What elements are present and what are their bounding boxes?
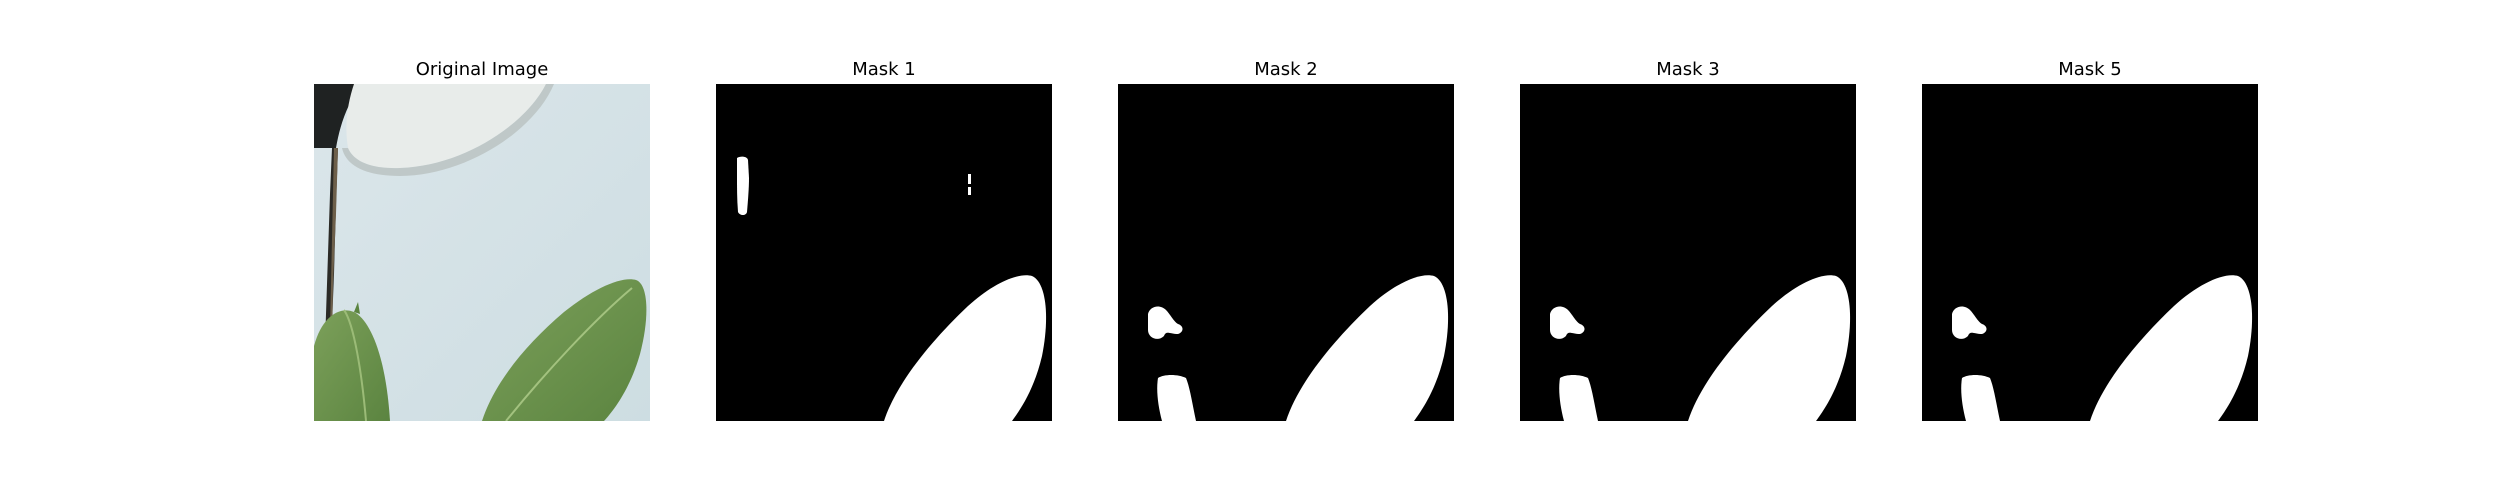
panel-title-mask-3: Mask 3 (1656, 59, 1720, 80)
panel-title-mask-2: Mask 2 (1254, 59, 1318, 80)
mask-3-image (1520, 84, 1856, 421)
mask-1-image (716, 84, 1052, 421)
panel-title-mask-1: Mask 1 (852, 59, 916, 80)
panel-title-mask-5: Mask 5 (2058, 59, 2122, 80)
mask-5-image (1922, 84, 2258, 421)
mask-2-image (1118, 84, 1454, 421)
original-image (314, 84, 650, 421)
panel-title-original-image: Original Image (415, 59, 549, 80)
